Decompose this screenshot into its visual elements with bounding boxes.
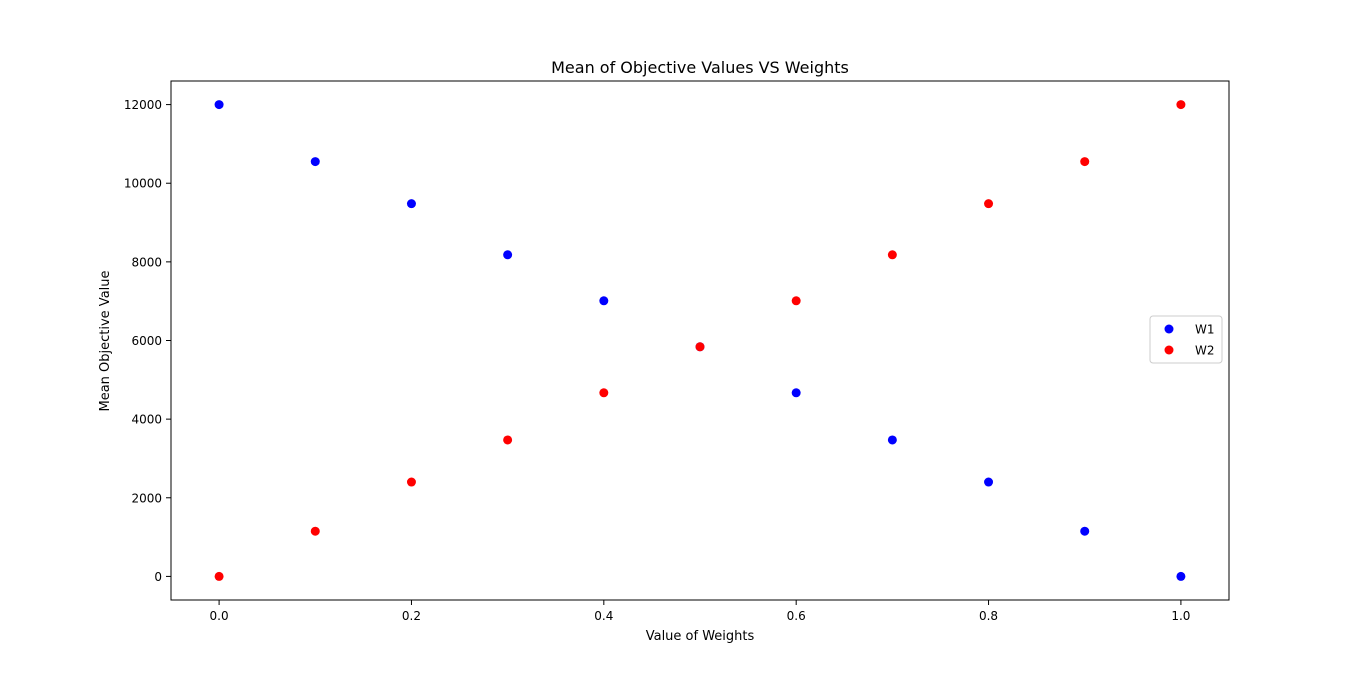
x-tick-label: 0.4: [594, 609, 613, 623]
y-tick-label: 12000: [124, 98, 162, 112]
data-point-w2: [1176, 100, 1186, 110]
data-point-w2: [406, 477, 416, 487]
x-tick-label: 0.0: [210, 609, 229, 623]
x-tick-label: 0.2: [402, 609, 421, 623]
y-tick-label: 8000: [131, 255, 162, 269]
data-point-w1: [887, 435, 897, 445]
data-point-w2: [984, 199, 994, 209]
data-point-w1: [503, 250, 513, 260]
data-point-w2: [791, 296, 801, 306]
plot-area: 0.0 0.2 0.4 0.6 0.8 1.0 0 2000 4000 6000 8000 10000…: [124, 80, 1230, 623]
x-tick-label: 0.8: [979, 609, 998, 623]
y-tick-label: 0: [154, 570, 162, 584]
data-point-w2: [695, 342, 705, 352]
x-tick-label: 1.0: [1171, 609, 1190, 623]
legend: W1 W2: [1149, 315, 1223, 364]
legend-marker-w2: [1164, 345, 1174, 355]
x-tick-label: 0.6: [787, 609, 806, 623]
legend-marker-w1: [1164, 324, 1174, 334]
chart-title: Mean of Objective Values VS Weights: [551, 58, 849, 77]
data-point-w1: [791, 388, 801, 398]
data-point-w1: [214, 100, 224, 110]
y-tick-label: 2000: [131, 491, 162, 505]
data-point-w1: [984, 477, 994, 487]
data-point-w1: [1080, 526, 1090, 536]
data-point-w1: [310, 157, 320, 167]
data-point-w2: [310, 526, 320, 536]
data-point-w1: [1176, 571, 1186, 581]
y-tick-label: 6000: [131, 334, 162, 348]
y-axis-label: Mean Objective Value: [98, 270, 113, 411]
y-tick-label: 4000: [131, 413, 162, 427]
data-point-w2: [503, 435, 513, 445]
legend-label-w1: W1: [1195, 323, 1215, 337]
data-point-w1: [406, 199, 416, 209]
x-axis-label: Value of Weights: [646, 629, 755, 644]
axes-frame: [170, 80, 1230, 601]
data-point-w2: [599, 388, 609, 398]
y-tick-label: 10000: [124, 177, 162, 191]
data-point-w2: [214, 571, 224, 581]
data-point-w1: [599, 296, 609, 306]
data-point-w2: [1080, 157, 1090, 167]
data-point-w2: [887, 250, 897, 260]
legend-label-w2: W2: [1195, 344, 1215, 358]
